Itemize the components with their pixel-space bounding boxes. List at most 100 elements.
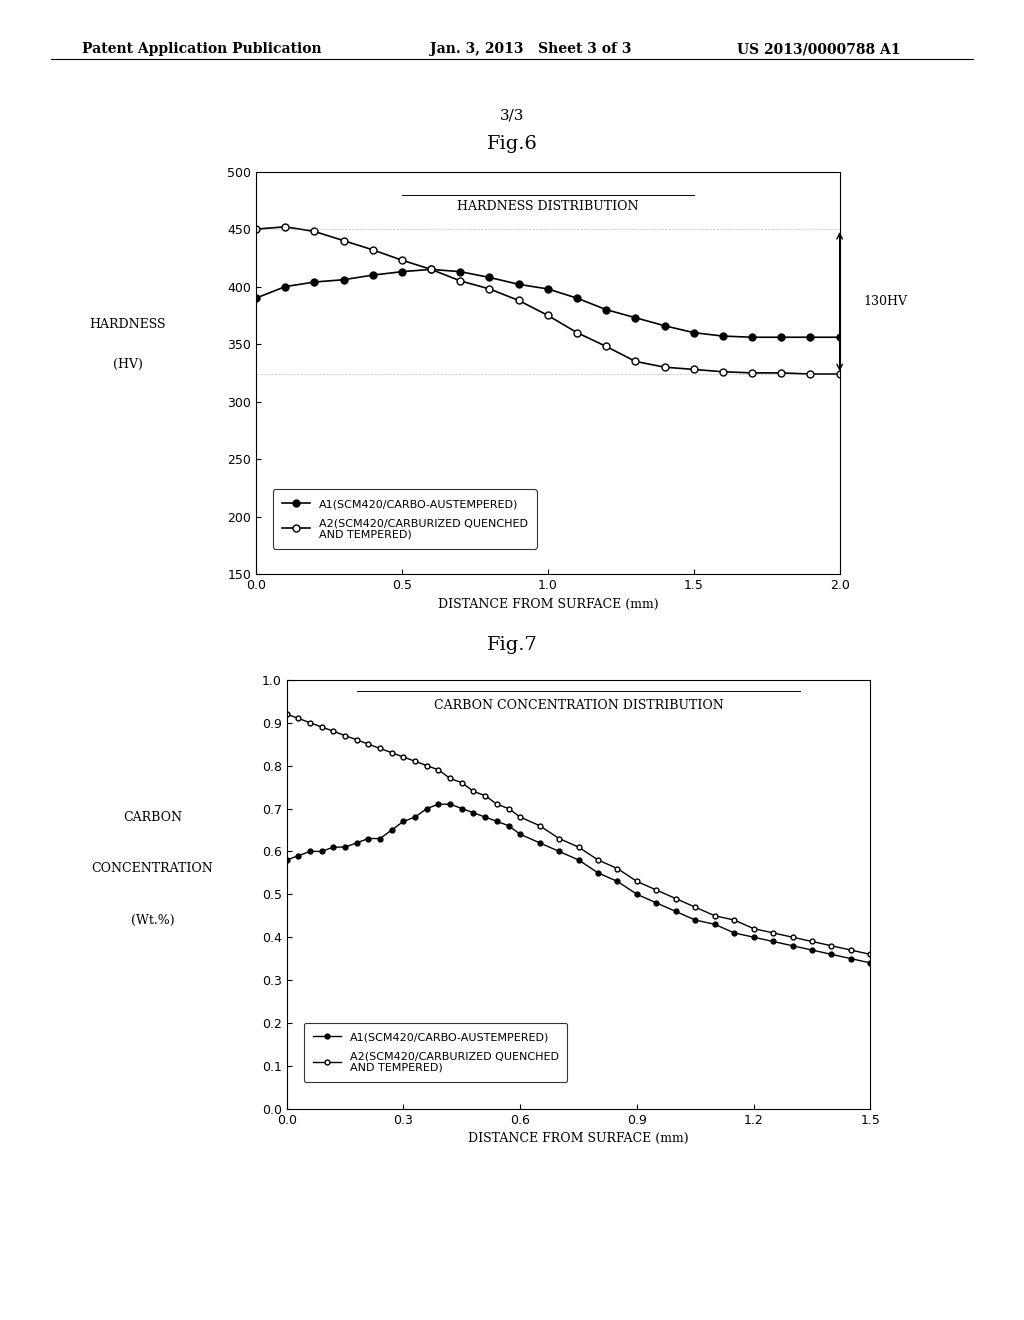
A1(SCM420/CARBO-AUSTEMPERED) <box>650 895 663 911</box>
Line: A2(SCM420/CARBURIZED QUENCHED
AND TEMPERED): A2(SCM420/CARBURIZED QUENCHED AND TEMPER… <box>253 223 843 378</box>
A1(SCM420/CARBO-AUSTEMPERED) <box>512 276 524 292</box>
A2(SCM420/CARBURIZED QUENCHED
AND TEMPERED) <box>421 758 433 774</box>
A2(SCM420/CARBURIZED QUENCHED
AND TEMPERED) <box>444 771 457 787</box>
A2(SCM420/CARBURIZED QUENCHED
AND TEMPERED) <box>395 252 408 268</box>
A1(SCM420/CARBO-AUSTEMPERED) <box>767 933 779 949</box>
A1(SCM420/CARBO-AUSTEMPERED) <box>631 887 643 903</box>
Legend: A1(SCM420/CARBO-AUSTEMPERED), A2(SCM420/CARBURIZED QUENCHED
AND TEMPERED): A1(SCM420/CARBO-AUSTEMPERED), A2(SCM420/… <box>273 490 537 549</box>
Text: 3/3: 3/3 <box>500 108 524 123</box>
A2(SCM420/CARBURIZED QUENCHED
AND TEMPERED) <box>670 891 682 907</box>
Text: US 2013/0000788 A1: US 2013/0000788 A1 <box>737 42 901 57</box>
Text: CONCENTRATION: CONCENTRATION <box>91 862 213 875</box>
A2(SCM420/CARBURIZED QUENCHED
AND TEMPERED) <box>534 818 546 834</box>
A2(SCM420/CARBURIZED QUENCHED
AND TEMPERED) <box>281 706 293 722</box>
A1(SCM420/CARBO-AUSTEMPERED) <box>395 264 408 280</box>
A1(SCM420/CARBO-AUSTEMPERED) <box>367 267 379 282</box>
A1(SCM420/CARBO-AUSTEMPERED) <box>432 796 444 812</box>
A1(SCM420/CARBO-AUSTEMPERED) <box>709 916 721 932</box>
A2(SCM420/CARBURIZED QUENCHED
AND TEMPERED) <box>362 737 375 752</box>
A2(SCM420/CARBURIZED QUENCHED
AND TEMPERED) <box>631 874 643 890</box>
A1(SCM420/CARBO-AUSTEMPERED) <box>805 329 817 345</box>
A2(SCM420/CARBURIZED QUENCHED
AND TEMPERED) <box>339 727 351 743</box>
Text: Fig.6: Fig.6 <box>486 135 538 153</box>
X-axis label: DISTANCE FROM SURFACE (mm): DISTANCE FROM SURFACE (mm) <box>437 598 658 611</box>
A1(SCM420/CARBO-AUSTEMPERED) <box>339 840 351 855</box>
Line: A1(SCM420/CARBO-AUSTEMPERED): A1(SCM420/CARBO-AUSTEMPERED) <box>253 265 843 341</box>
A2(SCM420/CARBURIZED QUENCHED
AND TEMPERED) <box>767 925 779 941</box>
A2(SCM420/CARBURIZED QUENCHED
AND TEMPERED) <box>658 359 671 375</box>
A2(SCM420/CARBURIZED QUENCHED
AND TEMPERED) <box>825 937 838 953</box>
A1(SCM420/CARBO-AUSTEMPERED) <box>421 800 433 816</box>
A1(SCM420/CARBO-AUSTEMPERED) <box>825 946 838 962</box>
A2(SCM420/CARBURIZED QUENCHED
AND TEMPERED) <box>250 222 262 238</box>
Text: (HV): (HV) <box>113 358 142 371</box>
A2(SCM420/CARBURIZED QUENCHED
AND TEMPERED) <box>279 219 291 235</box>
Text: (Wt.%): (Wt.%) <box>131 913 174 927</box>
A2(SCM420/CARBURIZED QUENCHED
AND TEMPERED) <box>432 762 444 777</box>
A1(SCM420/CARBO-AUSTEMPERED) <box>748 929 760 945</box>
A1(SCM420/CARBO-AUSTEMPERED) <box>328 840 340 855</box>
Legend: A1(SCM420/CARBO-AUSTEMPERED), A2(SCM420/CARBURIZED QUENCHED
AND TEMPERED): A1(SCM420/CARBO-AUSTEMPERED), A2(SCM420/… <box>304 1023 567 1082</box>
A1(SCM420/CARBO-AUSTEMPERED) <box>250 290 262 306</box>
A1(SCM420/CARBO-AUSTEMPERED) <box>456 800 468 816</box>
A1(SCM420/CARBO-AUSTEMPERED) <box>658 318 671 334</box>
A1(SCM420/CARBO-AUSTEMPERED) <box>374 830 386 846</box>
A1(SCM420/CARBO-AUSTEMPERED) <box>845 950 857 966</box>
A2(SCM420/CARBURIZED QUENCHED
AND TEMPERED) <box>592 853 604 869</box>
A2(SCM420/CARBURIZED QUENCHED
AND TEMPERED) <box>805 366 817 381</box>
A1(SCM420/CARBO-AUSTEMPERED) <box>279 279 291 294</box>
A2(SCM420/CARBURIZED QUENCHED
AND TEMPERED) <box>503 800 515 816</box>
A2(SCM420/CARBURIZED QUENCHED
AND TEMPERED) <box>483 281 496 297</box>
A2(SCM420/CARBURIZED QUENCHED
AND TEMPERED) <box>328 723 340 739</box>
A2(SCM420/CARBURIZED QUENCHED
AND TEMPERED) <box>367 242 379 257</box>
A1(SCM420/CARBO-AUSTEMPERED) <box>806 942 818 958</box>
A2(SCM420/CARBURIZED QUENCHED
AND TEMPERED) <box>688 362 700 378</box>
A1(SCM420/CARBO-AUSTEMPERED) <box>775 329 787 345</box>
X-axis label: DISTANCE FROM SURFACE (mm): DISTANCE FROM SURFACE (mm) <box>468 1133 689 1146</box>
A2(SCM420/CARBURIZED QUENCHED
AND TEMPERED) <box>338 232 350 248</box>
A1(SCM420/CARBO-AUSTEMPERED) <box>467 805 479 821</box>
Line: A2(SCM420/CARBURIZED QUENCHED
AND TEMPERED): A2(SCM420/CARBURIZED QUENCHED AND TEMPER… <box>285 711 872 957</box>
A2(SCM420/CARBURIZED QUENCHED
AND TEMPERED) <box>304 715 316 731</box>
A2(SCM420/CARBURIZED QUENCHED
AND TEMPERED) <box>308 223 321 239</box>
A1(SCM420/CARBO-AUSTEMPERED) <box>503 818 515 834</box>
A2(SCM420/CARBURIZED QUENCHED
AND TEMPERED) <box>611 861 624 876</box>
A1(SCM420/CARBO-AUSTEMPERED) <box>409 809 421 825</box>
A1(SCM420/CARBO-AUSTEMPERED) <box>728 925 740 941</box>
A2(SCM420/CARBURIZED QUENCHED
AND TEMPERED) <box>864 946 877 962</box>
A2(SCM420/CARBURIZED QUENCHED
AND TEMPERED) <box>717 364 729 380</box>
A1(SCM420/CARBO-AUSTEMPERED) <box>786 937 799 953</box>
A2(SCM420/CARBURIZED QUENCHED
AND TEMPERED) <box>571 325 584 341</box>
A2(SCM420/CARBURIZED QUENCHED
AND TEMPERED) <box>748 921 760 937</box>
A2(SCM420/CARBURIZED QUENCHED
AND TEMPERED) <box>728 912 740 928</box>
A1(SCM420/CARBO-AUSTEMPERED) <box>592 865 604 880</box>
A2(SCM420/CARBURIZED QUENCHED
AND TEMPERED) <box>409 754 421 770</box>
A2(SCM420/CARBURIZED QUENCHED
AND TEMPERED) <box>775 366 787 381</box>
A2(SCM420/CARBURIZED QUENCHED
AND TEMPERED) <box>292 710 304 726</box>
A1(SCM420/CARBO-AUSTEMPERED) <box>600 302 612 318</box>
A1(SCM420/CARBO-AUSTEMPERED) <box>534 836 546 851</box>
A2(SCM420/CARBURIZED QUENCHED
AND TEMPERED) <box>467 784 479 800</box>
A2(SCM420/CARBURIZED QUENCHED
AND TEMPERED) <box>455 273 467 289</box>
A1(SCM420/CARBO-AUSTEMPERED) <box>444 796 457 812</box>
A1(SCM420/CARBO-AUSTEMPERED) <box>864 956 877 972</box>
A2(SCM420/CARBURIZED QUENCHED
AND TEMPERED) <box>350 733 362 748</box>
A1(SCM420/CARBO-AUSTEMPERED) <box>629 310 641 326</box>
Text: 130HV: 130HV <box>863 296 907 308</box>
A2(SCM420/CARBURIZED QUENCHED
AND TEMPERED) <box>553 830 565 846</box>
A2(SCM420/CARBURIZED QUENCHED
AND TEMPERED) <box>845 942 857 958</box>
A2(SCM420/CARBURIZED QUENCHED
AND TEMPERED) <box>542 308 554 323</box>
A2(SCM420/CARBURIZED QUENCHED
AND TEMPERED) <box>456 775 468 791</box>
A2(SCM420/CARBURIZED QUENCHED
AND TEMPERED) <box>514 809 526 825</box>
A1(SCM420/CARBO-AUSTEMPERED) <box>315 843 328 859</box>
A1(SCM420/CARBO-AUSTEMPERED) <box>338 272 350 288</box>
A2(SCM420/CARBURIZED QUENCHED
AND TEMPERED) <box>397 750 410 766</box>
Text: HARDNESS: HARDNESS <box>89 318 166 331</box>
A2(SCM420/CARBURIZED QUENCHED
AND TEMPERED) <box>572 840 585 855</box>
A1(SCM420/CARBO-AUSTEMPERED) <box>455 264 467 280</box>
A2(SCM420/CARBURIZED QUENCHED
AND TEMPERED) <box>786 929 799 945</box>
A1(SCM420/CARBO-AUSTEMPERED) <box>717 329 729 345</box>
A1(SCM420/CARBO-AUSTEMPERED) <box>304 843 316 859</box>
A2(SCM420/CARBURIZED QUENCHED
AND TEMPERED) <box>709 908 721 924</box>
A1(SCM420/CARBO-AUSTEMPERED) <box>542 281 554 297</box>
